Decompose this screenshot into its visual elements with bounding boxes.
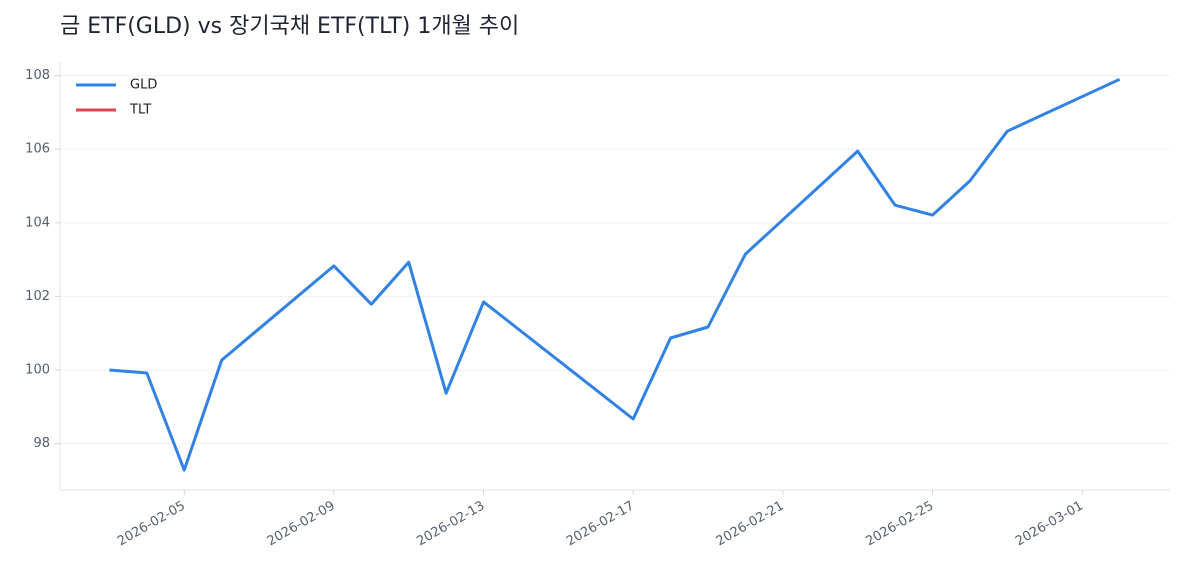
y-tick-label: 108: [25, 68, 50, 83]
x-tick-label: 2026-02-21: [714, 499, 787, 550]
line-series: [109, 77, 1121, 472]
x-tick-label: 2026-02-05: [115, 499, 188, 550]
y-tick-label: 98: [33, 436, 50, 451]
x-tick-label: 2026-02-25: [863, 499, 936, 550]
chart-title: 금 ETF(GLD) vs 장기국채 ETF(TLT) 1개월 추이: [60, 14, 519, 39]
y-tick-label: 100: [25, 363, 50, 378]
y-tick-label: 106: [25, 142, 50, 157]
x-tick-label: 2026-03-01: [1013, 499, 1086, 550]
x-tick-label: 2026-02-09: [265, 499, 338, 550]
legend-label: TLT: [129, 103, 151, 118]
y-tick-label: 102: [25, 289, 50, 304]
legend-label: GLD: [130, 78, 157, 93]
x-tick-label: 2026-02-17: [564, 499, 637, 550]
y-tick-label: 104: [25, 215, 50, 230]
x-tick-label: 2026-02-13: [414, 499, 487, 550]
